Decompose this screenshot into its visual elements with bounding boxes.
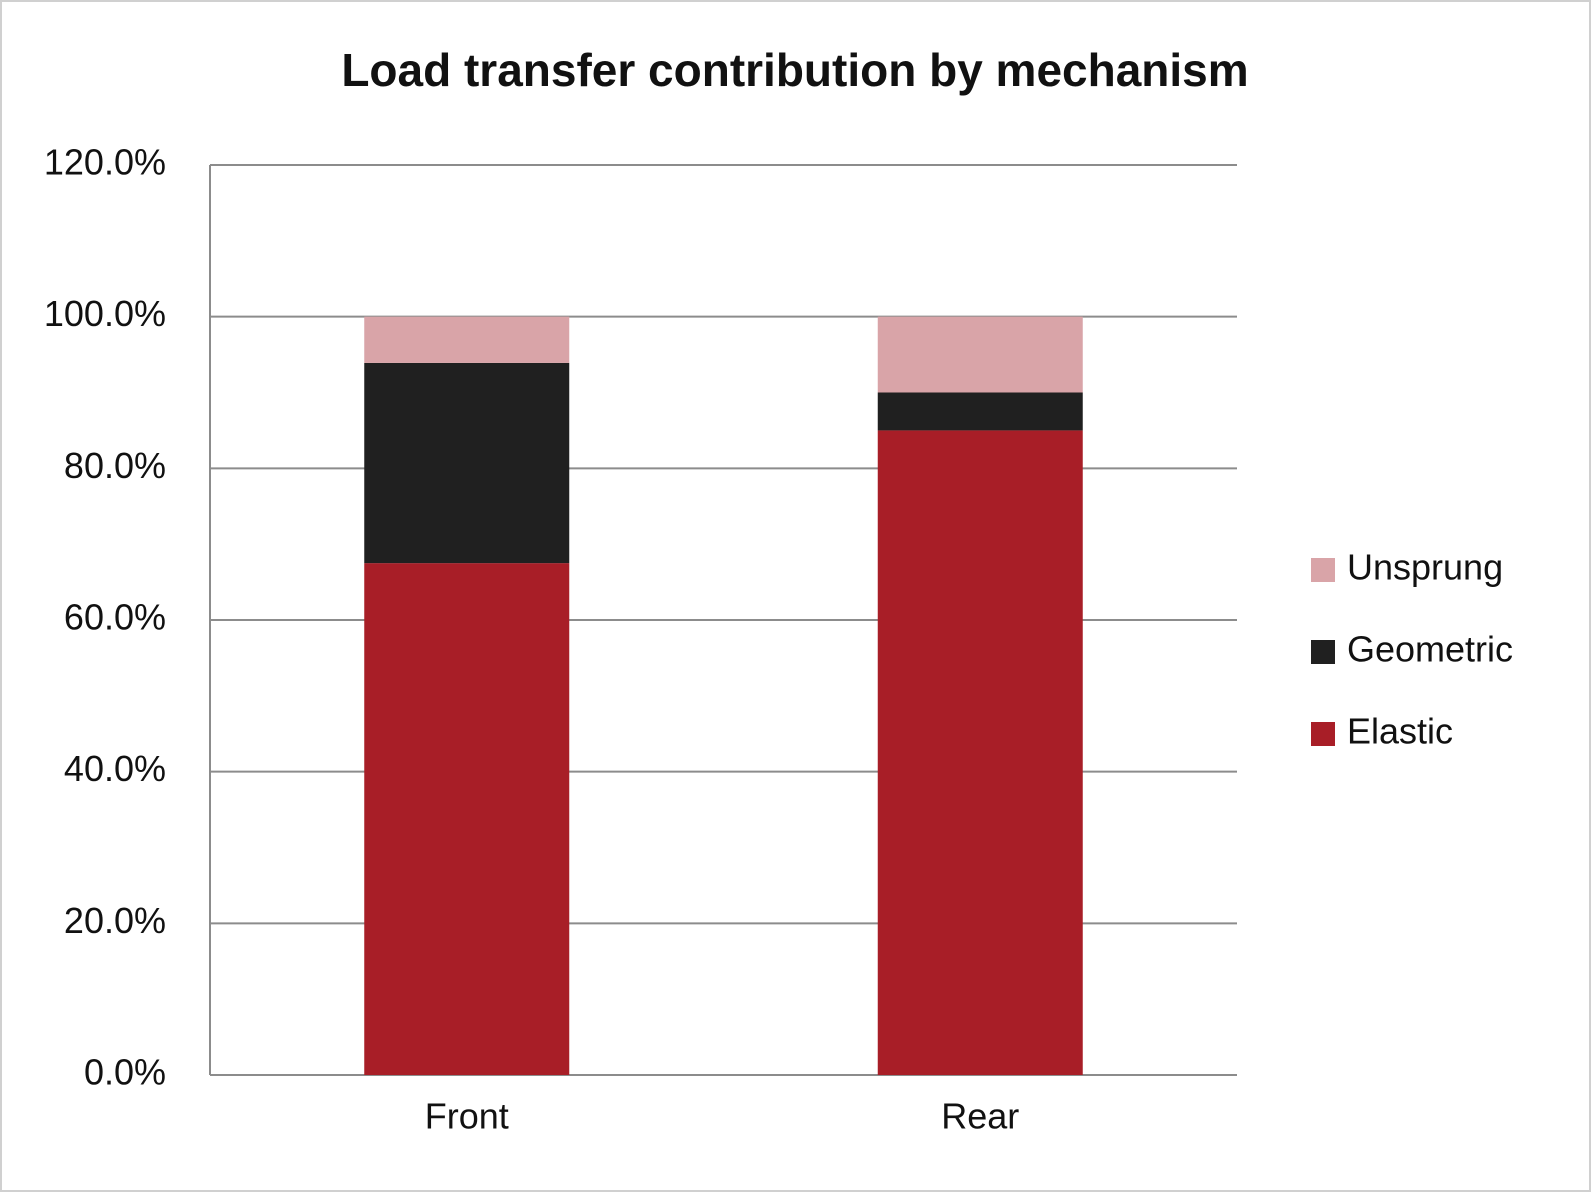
bar-segment (364, 563, 570, 1075)
bar-segment (877, 392, 1083, 431)
y-tick-label: 40.0% (64, 748, 166, 789)
bar-segment (364, 362, 570, 564)
legend-swatch (1311, 722, 1335, 746)
legend-swatch (1311, 558, 1335, 582)
chart-title: Load transfer contribution by mechanism (341, 44, 1248, 96)
y-tick-label: 0.0% (84, 1052, 166, 1093)
legend-label: Elastic (1347, 711, 1453, 752)
legend-label: Unsprung (1347, 547, 1503, 588)
legend-label: Geometric (1347, 629, 1513, 670)
bar-segment (877, 316, 1083, 393)
y-tick-label: 120.0% (44, 142, 166, 183)
bar-segment (877, 430, 1083, 1076)
y-tick-label: 80.0% (64, 445, 166, 486)
x-tick-label: Rear (941, 1096, 1019, 1137)
y-tick-label: 60.0% (64, 597, 166, 638)
y-tick-label: 20.0% (64, 900, 166, 941)
bar-segment (364, 316, 570, 363)
y-tick-label: 100.0% (44, 293, 166, 334)
x-tick-label: Front (425, 1096, 509, 1137)
legend-swatch (1311, 640, 1335, 664)
